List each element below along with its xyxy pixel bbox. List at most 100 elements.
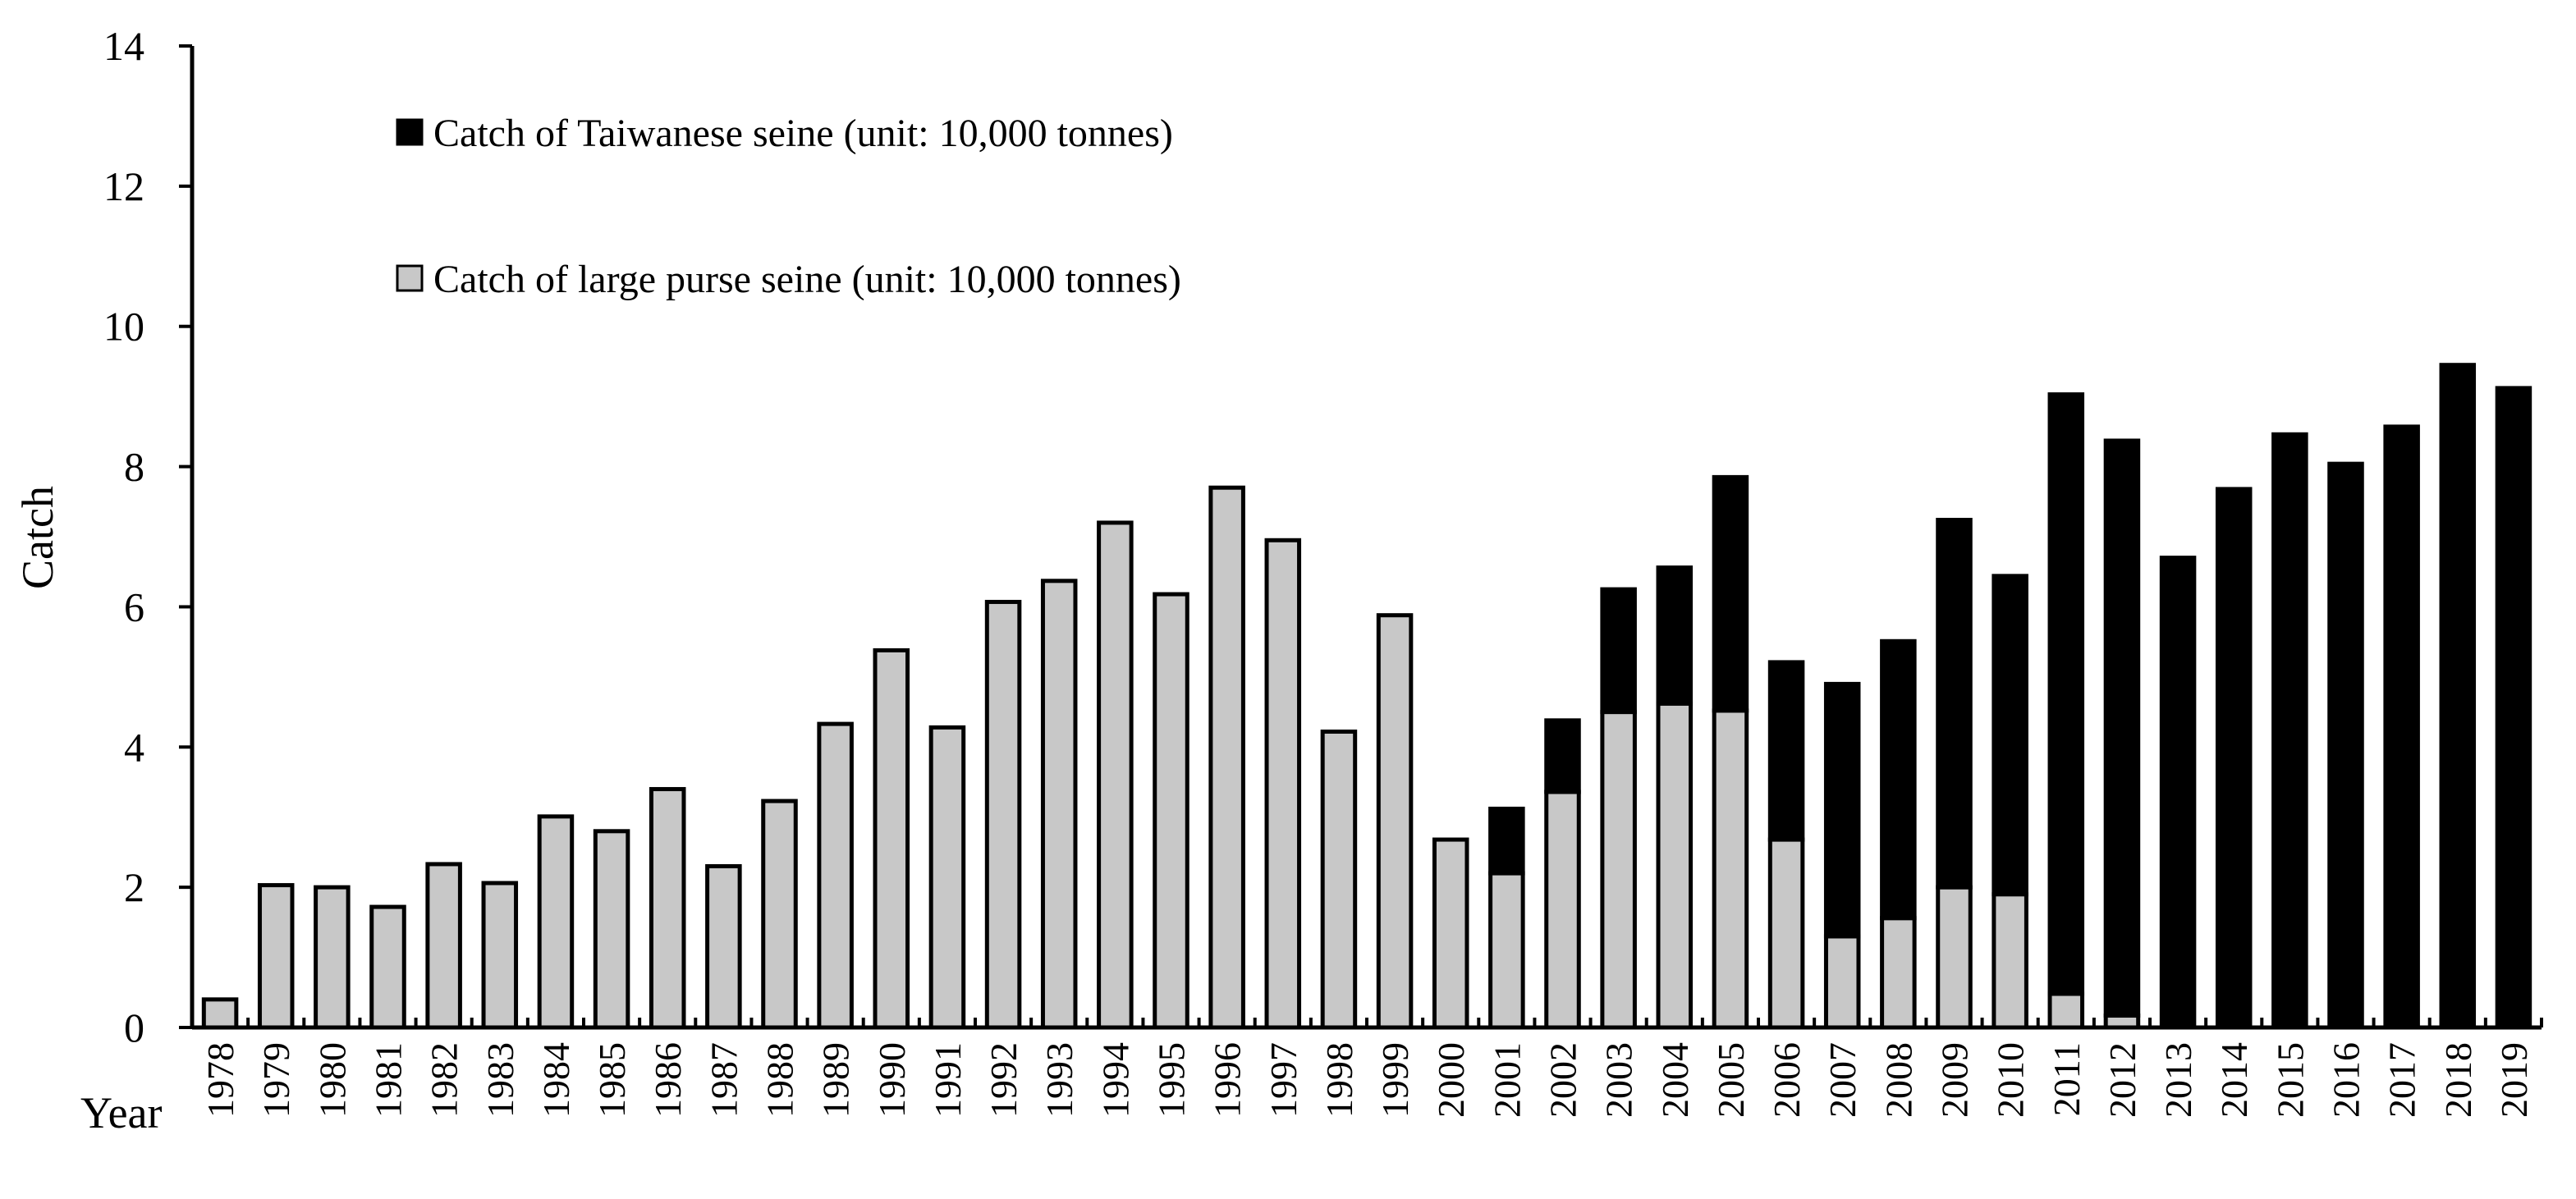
x-tick-label: 2007 (1822, 1042, 1863, 1118)
bar-taiwanese-seine (2383, 424, 2420, 1030)
legend-label-large-purse-seine: Catch of large purse seine (unit: 10,000… (433, 258, 1181, 301)
bar-large-purse-seine (761, 799, 798, 1030)
bar-large-purse-seine (593, 829, 630, 1030)
x-tick-label: 1993 (1038, 1042, 1080, 1118)
x-tick-label: 1986 (647, 1042, 689, 1118)
bar-large-purse-seine (1264, 538, 1302, 1030)
x-tick-label: 2017 (2381, 1042, 2423, 1118)
x-tick-label: 1998 (1318, 1042, 1360, 1118)
bar-large-purse-seine (481, 881, 519, 1030)
x-tick-label: 1987 (703, 1042, 745, 1118)
bar-large-purse-seine (1040, 579, 1078, 1030)
bar-taiwanese-seine (1936, 517, 1973, 890)
bar-large-purse-seine (1320, 729, 1358, 1030)
bar-large-purse-seine (1488, 871, 1525, 1030)
x-tick-label: 1985 (591, 1042, 633, 1118)
y-tick-label: 2 (124, 864, 144, 910)
y-tick-label: 8 (124, 444, 144, 490)
bar-large-purse-seine (1153, 592, 1189, 1030)
x-tick-label: 1984 (535, 1042, 577, 1118)
x-tick-label: 2012 (2102, 1042, 2143, 1118)
x-tick-label: 2011 (2046, 1042, 2088, 1116)
bar-large-purse-seine (314, 885, 351, 1030)
y-tick-label: 4 (124, 724, 144, 770)
y-tick-label: 10 (103, 304, 144, 350)
y-tick-label: 0 (124, 1005, 144, 1050)
x-tick-label: 2004 (1654, 1042, 1696, 1118)
x-tick-label: 2019 (2493, 1042, 2535, 1118)
bar-large-purse-seine (1097, 520, 1134, 1030)
bar-taiwanese-seine (1880, 638, 1917, 921)
x-axis-title: Year (80, 1088, 163, 1137)
y-axis-title: Catch (13, 486, 62, 589)
x-tick-label: 2008 (1877, 1042, 1919, 1118)
bar-large-purse-seine (873, 648, 910, 1030)
bar-taiwanese-seine (2439, 363, 2477, 1030)
x-tick-label: 2005 (1710, 1042, 1752, 1118)
bar-large-purse-seine (984, 599, 1022, 1030)
bar-taiwanese-seine (2047, 392, 2085, 996)
bar-taiwanese-seine (2271, 432, 2308, 1030)
x-tick-label: 2003 (1598, 1042, 1640, 1118)
x-tick-label: 1996 (1207, 1042, 1249, 1118)
x-tick-label: 2000 (1430, 1042, 1472, 1118)
x-tick-label: 1995 (1151, 1042, 1193, 1118)
x-tick-label: 1999 (1374, 1042, 1416, 1118)
bar-large-purse-seine (1656, 701, 1694, 1030)
x-tick-label: 1997 (1263, 1042, 1304, 1118)
x-tick-label: 2013 (2157, 1042, 2199, 1118)
bar-large-purse-seine (201, 997, 239, 1030)
bar-large-purse-seine (649, 787, 686, 1030)
legend: Catch of Taiwanese seine (unit: 10,000 t… (396, 112, 1181, 301)
x-tick-label: 1992 (983, 1042, 1024, 1118)
x-tick-label: 2015 (2269, 1042, 2311, 1118)
y-ticks-group: 0 2 4 6 8 10 12 14 (103, 23, 192, 1050)
x-tick-label: 1994 (1094, 1042, 1136, 1118)
x-tick-label: 1989 (815, 1042, 857, 1118)
x-tick-label: 1990 (871, 1042, 913, 1118)
legend-swatch-large-purse-seine (396, 264, 424, 292)
bar-taiwanese-seine (2495, 386, 2532, 1030)
legend-swatch-taiwanese-seine (396, 118, 424, 146)
bar-large-purse-seine (1992, 892, 2028, 1030)
bar-large-purse-seine (705, 864, 742, 1030)
bar-large-purse-seine (928, 725, 966, 1030)
bar-taiwanese-seine (2327, 461, 2364, 1030)
bar-taiwanese-seine (1600, 587, 1637, 715)
bar-large-purse-seine (257, 883, 295, 1030)
x-tick-label: 1988 (759, 1042, 801, 1118)
x-tick-label: 1980 (311, 1042, 353, 1118)
x-tick-label: 2001 (1486, 1042, 1528, 1118)
y-tick-label: 6 (124, 583, 144, 629)
bar-taiwanese-seine (2215, 487, 2253, 1030)
bar-taiwanese-seine (1488, 806, 1525, 876)
bar-taiwanese-seine (1712, 474, 1749, 713)
bar-large-purse-seine (2047, 991, 2085, 1030)
x-tick-label: 2002 (1542, 1042, 1584, 1118)
bar-large-purse-seine (1936, 885, 1973, 1030)
bar-taiwanese-seine (1823, 681, 1861, 939)
x-tick-label: 2006 (1766, 1042, 1808, 1118)
bar-large-purse-seine (425, 862, 462, 1030)
bar-large-purse-seine (1823, 934, 1861, 1030)
x-tick-label: 2014 (2213, 1042, 2255, 1118)
bar-large-purse-seine (1600, 710, 1637, 1030)
x-tick-label: 1983 (479, 1042, 521, 1118)
bar-large-purse-seine (1432, 837, 1469, 1030)
x-tick-label: 1991 (927, 1042, 969, 1118)
bar-large-purse-seine (537, 814, 575, 1030)
bar-taiwanese-seine (1992, 574, 2028, 897)
bar-large-purse-seine (1208, 485, 1245, 1030)
bar-taiwanese-seine (2159, 556, 2197, 1030)
x-tick-label: 2010 (1990, 1042, 2032, 1118)
y-tick-label: 12 (103, 163, 144, 209)
x-tick-label: 1979 (255, 1042, 297, 1118)
x-tick-label: 1978 (199, 1042, 241, 1118)
bar-taiwanese-seine (1767, 660, 1805, 842)
bar-large-purse-seine (1376, 613, 1414, 1030)
bar-large-purse-seine (1544, 789, 1581, 1030)
x-tick-label: 2018 (2437, 1042, 2479, 1118)
bar-large-purse-seine (1767, 837, 1805, 1030)
bars-group (201, 363, 2532, 1030)
